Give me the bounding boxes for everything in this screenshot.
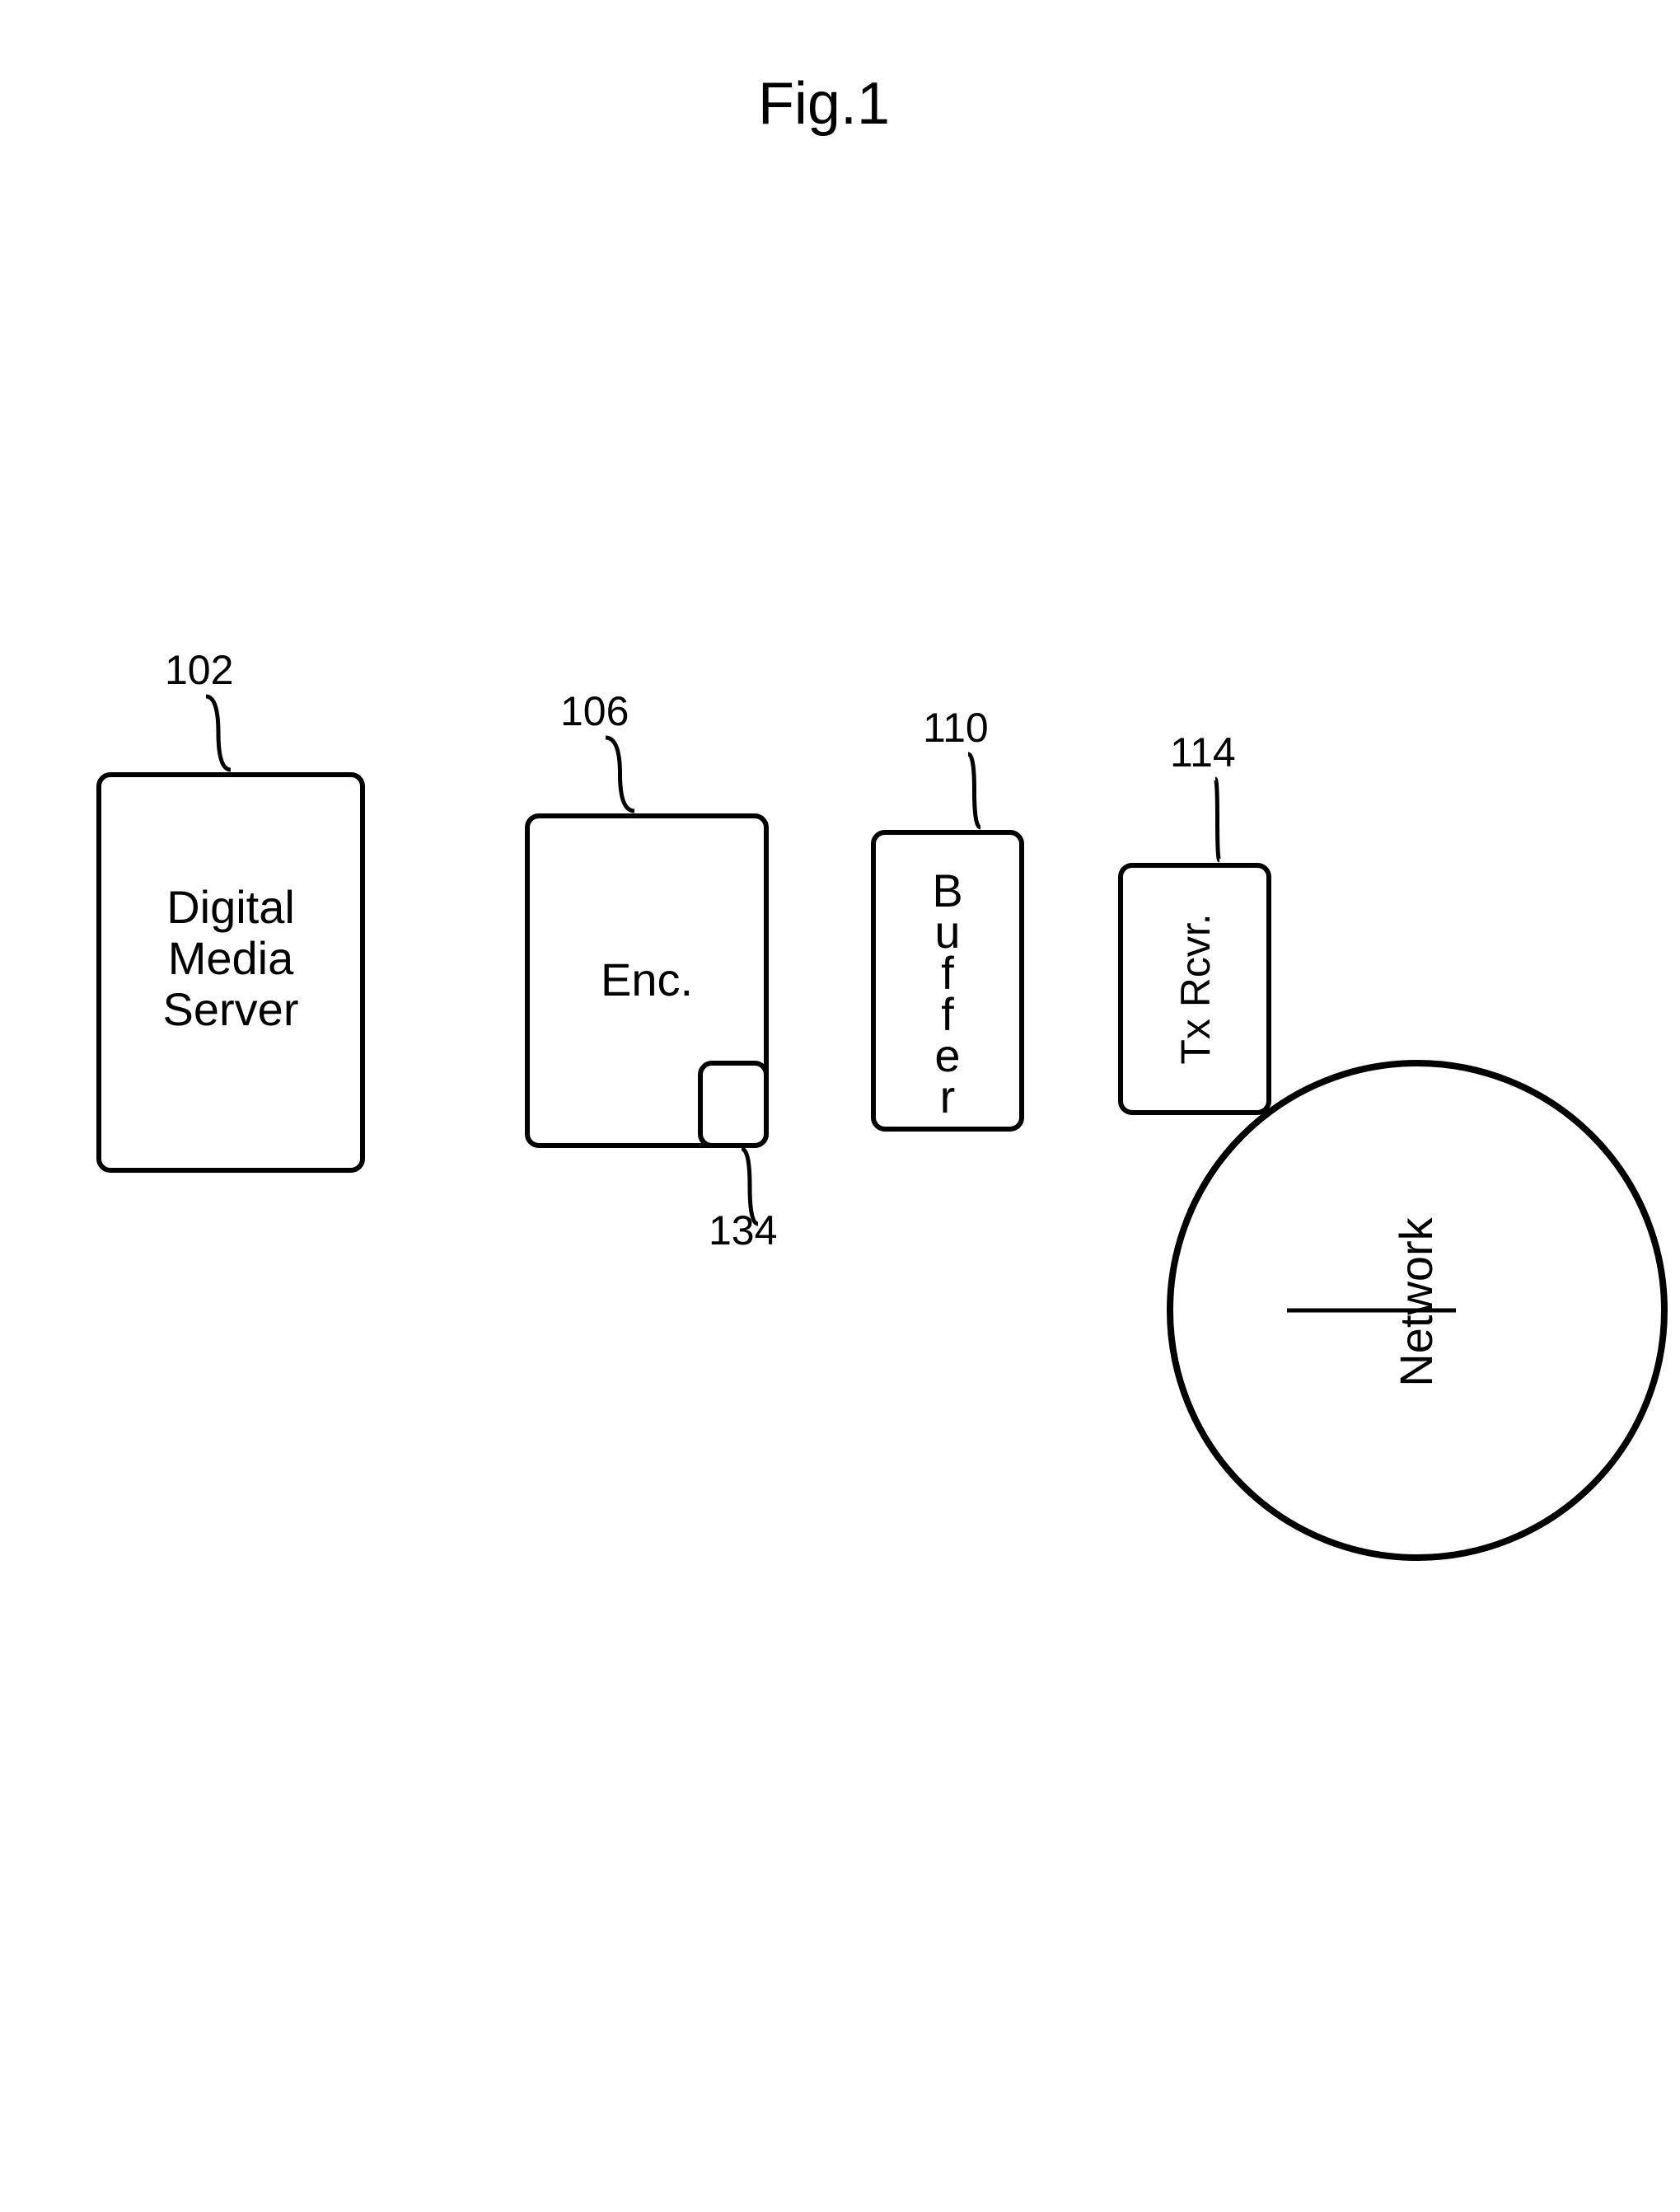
ref-106: 106: [560, 688, 629, 734]
label-buffer1: r: [940, 1071, 956, 1122]
label-dms: Digital: [166, 881, 295, 933]
ref-134: 134: [709, 1207, 777, 1254]
figure-title: Fig.1: [758, 71, 890, 137]
label-dms: Server: [163, 983, 299, 1035]
ref-110: 110: [923, 705, 989, 751]
label-dms: Media: [168, 932, 294, 984]
label-tx1: Tx Rcvr.: [1172, 913, 1219, 1064]
ref-114: 114: [1170, 729, 1236, 776]
label-network: Network: [1390, 1216, 1442, 1386]
node-enc-sub: [700, 1063, 766, 1146]
ref-102: 102: [165, 647, 233, 693]
label-enc: Enc.: [601, 954, 693, 1005]
